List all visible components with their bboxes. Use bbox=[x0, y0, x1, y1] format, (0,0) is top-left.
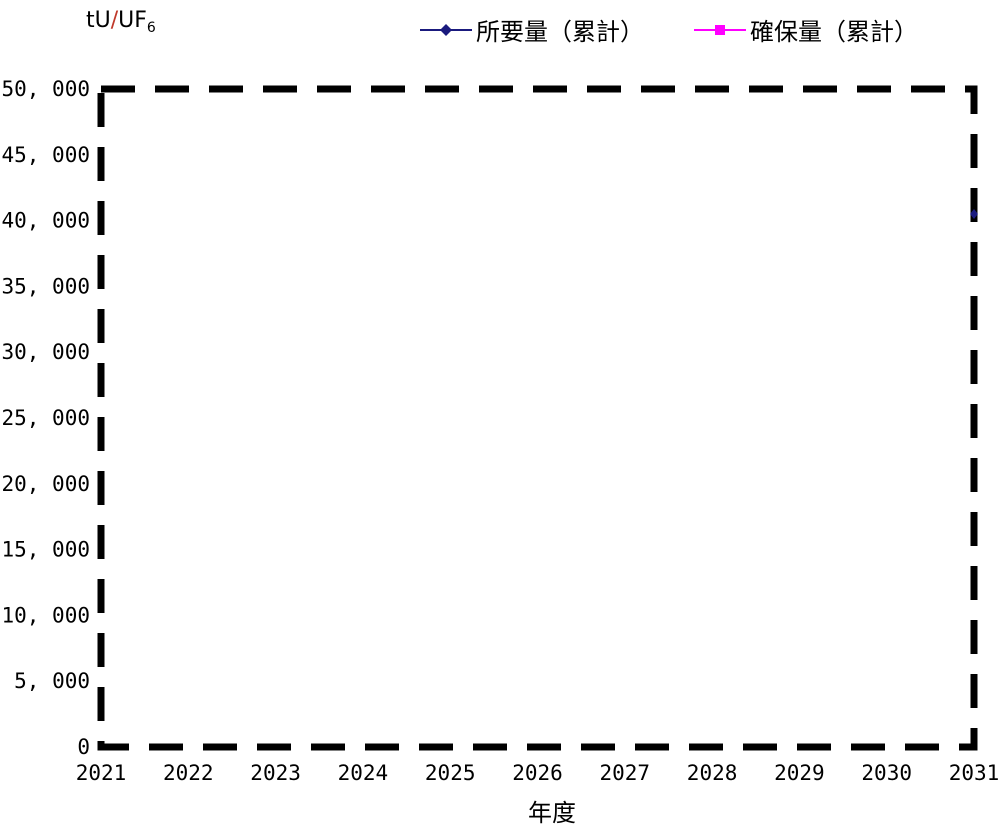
legend-swatch-required bbox=[420, 23, 472, 36]
x-tick-label: 2026 bbox=[512, 761, 563, 785]
y-unit-label: tU/UF6 bbox=[86, 8, 156, 36]
y-tick-label: 30, 000 bbox=[1, 340, 90, 364]
x-tick-labels: 2021 2022 2023 2024 2025 2026 2027 2028 2029 2030… bbox=[76, 761, 999, 785]
unit-subscript: 6 bbox=[146, 20, 156, 36]
y-tick-label: 15, 000 bbox=[1, 538, 90, 562]
legend-label-required: 所要量（累計） bbox=[476, 18, 644, 46]
y-tick-label: 45, 000 bbox=[1, 143, 90, 167]
x-tick-label: 2027 bbox=[600, 761, 651, 785]
x-tick-label: 2030 bbox=[861, 761, 912, 785]
data-point bbox=[970, 209, 978, 220]
x-tick-label: 2024 bbox=[338, 761, 389, 785]
unit-main: tU bbox=[86, 8, 111, 33]
x-tick-label: 2029 bbox=[774, 761, 825, 785]
y-tick-label: 0 bbox=[77, 735, 90, 759]
y-tick-label: 10, 000 bbox=[1, 603, 90, 627]
y-tick-label: 40, 000 bbox=[1, 209, 90, 233]
y-tick-label: 35, 000 bbox=[1, 274, 90, 298]
x-tick-label: 2023 bbox=[250, 761, 301, 785]
unit-compound: UF bbox=[118, 8, 147, 33]
series-layer bbox=[970, 209, 978, 220]
y-tick-label: 5, 000 bbox=[14, 669, 90, 693]
legend-label-secured: 確保量（累計） bbox=[750, 18, 918, 46]
x-tick-label: 2025 bbox=[425, 761, 476, 785]
legend-item-secured: 確保量（累計） bbox=[694, 12, 918, 47]
chart-legend: 所要量（累計） 確保量（累計） bbox=[420, 12, 968, 47]
y-tick-labels: 0 5, 000 10, 000 15, 000 20, 000 25, 000 30, 0… bbox=[1, 77, 90, 759]
legend-item-required: 所要量（累計） bbox=[420, 12, 644, 47]
x-tick-label: 2031 bbox=[949, 761, 999, 785]
unit-slash: / bbox=[110, 8, 119, 33]
y-tick-label: 50, 000 bbox=[1, 77, 90, 101]
y-tick-label: 25, 000 bbox=[1, 406, 90, 430]
x-axis-title: 年度 bbox=[528, 799, 576, 827]
x-tick-label: 2021 bbox=[76, 761, 127, 785]
x-tick-label: 2028 bbox=[687, 761, 738, 785]
legend-swatch-secured bbox=[694, 24, 746, 35]
y-tick-label: 20, 000 bbox=[1, 472, 90, 496]
plot-area-border bbox=[97, 85, 978, 751]
x-tick-label: 2022 bbox=[163, 761, 214, 785]
